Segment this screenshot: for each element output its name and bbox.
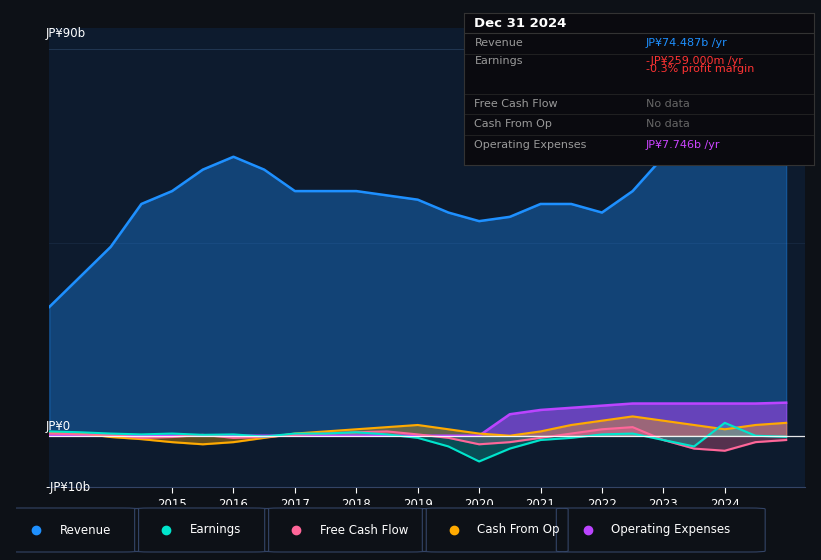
Text: Cash From Op: Cash From Op: [475, 119, 553, 129]
Text: JP¥7.746b /yr: JP¥7.746b /yr: [646, 140, 721, 150]
Text: Revenue: Revenue: [475, 39, 523, 48]
Text: Operating Expenses: Operating Expenses: [475, 140, 587, 150]
Text: Revenue: Revenue: [60, 524, 111, 536]
Text: No data: No data: [646, 99, 690, 109]
Text: -0.3% profit margin: -0.3% profit margin: [646, 64, 754, 74]
Text: Cash From Op: Cash From Op: [478, 524, 560, 536]
Text: Earnings: Earnings: [190, 524, 241, 536]
Text: JP¥0: JP¥0: [45, 421, 71, 433]
Text: -JP¥10b: -JP¥10b: [45, 481, 90, 494]
Text: -JP¥259.000m /yr: -JP¥259.000m /yr: [646, 56, 743, 66]
Text: Earnings: Earnings: [475, 56, 523, 66]
Text: Free Cash Flow: Free Cash Flow: [320, 524, 408, 536]
Text: Free Cash Flow: Free Cash Flow: [475, 99, 558, 109]
Text: JP¥90b: JP¥90b: [45, 27, 85, 40]
Text: Dec 31 2024: Dec 31 2024: [475, 17, 566, 30]
Text: Operating Expenses: Operating Expenses: [612, 524, 731, 536]
Text: JP¥74.487b /yr: JP¥74.487b /yr: [646, 39, 727, 48]
Text: No data: No data: [646, 119, 690, 129]
